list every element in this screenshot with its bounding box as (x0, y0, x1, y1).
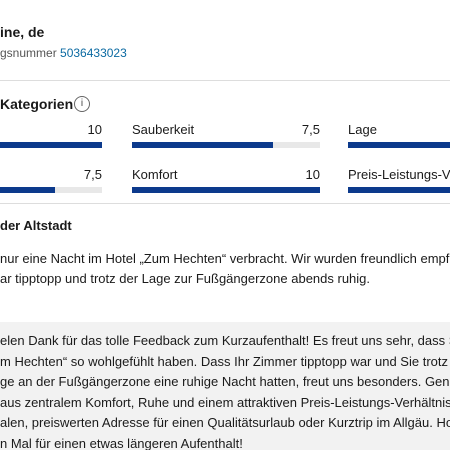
rating-bar (0, 142, 102, 148)
rating-bar (132, 142, 273, 148)
reply-text: aus zentralem Komfort, Ruhe und einem at… (0, 394, 450, 410)
rating-label: Sauberkeit (132, 122, 195, 137)
info-icon[interactable]: i (74, 96, 90, 112)
reply-text: n Mal für einen etwas längeren Aufenthal… (0, 435, 243, 450)
reply-text: alen, preiswerten Adresse für einen Qual… (0, 415, 450, 430)
reply-text: m Hechten“ so wohlgefühlt haben. Dass Ih… (0, 353, 448, 369)
ratings-title: Kategorien (0, 96, 74, 112)
rating-bar (0, 187, 55, 193)
review-text: nur eine Nacht im Hotel „Zum Hechten“ ve… (0, 251, 450, 266)
rating-value: 10 (87, 122, 102, 137)
rating-label: Lage (348, 122, 377, 137)
rating-value: 10 (305, 167, 320, 182)
rating-label: Komfort (132, 167, 178, 182)
rating-label: Preis-Leistungs-Ve (348, 167, 450, 182)
booking-label: gsnummer (0, 46, 57, 60)
reply-box (0, 322, 450, 450)
reply-text: elen Dank für das tolle Feedback zum Kur… (0, 333, 450, 348)
reviewer-name: ine, de (0, 24, 45, 40)
separator (0, 203, 450, 204)
review-text: ar tipptopp und trotz der Lage zur Fußgä… (0, 271, 371, 286)
separator (0, 80, 450, 81)
rating-value: 7,5 (83, 167, 102, 182)
review-title: der Altstadt (0, 218, 72, 233)
booking-number[interactable]: 5036433023 (60, 46, 127, 60)
booking-line: gsnummer 5036433023 (0, 46, 127, 60)
rating-value: 7,5 (301, 122, 320, 137)
rating-bar (348, 142, 450, 148)
rating-bar (348, 187, 450, 193)
reply-text: ge an der Fußgängerzone eine ruhige Nach… (0, 374, 450, 389)
rating-bar (132, 187, 320, 193)
